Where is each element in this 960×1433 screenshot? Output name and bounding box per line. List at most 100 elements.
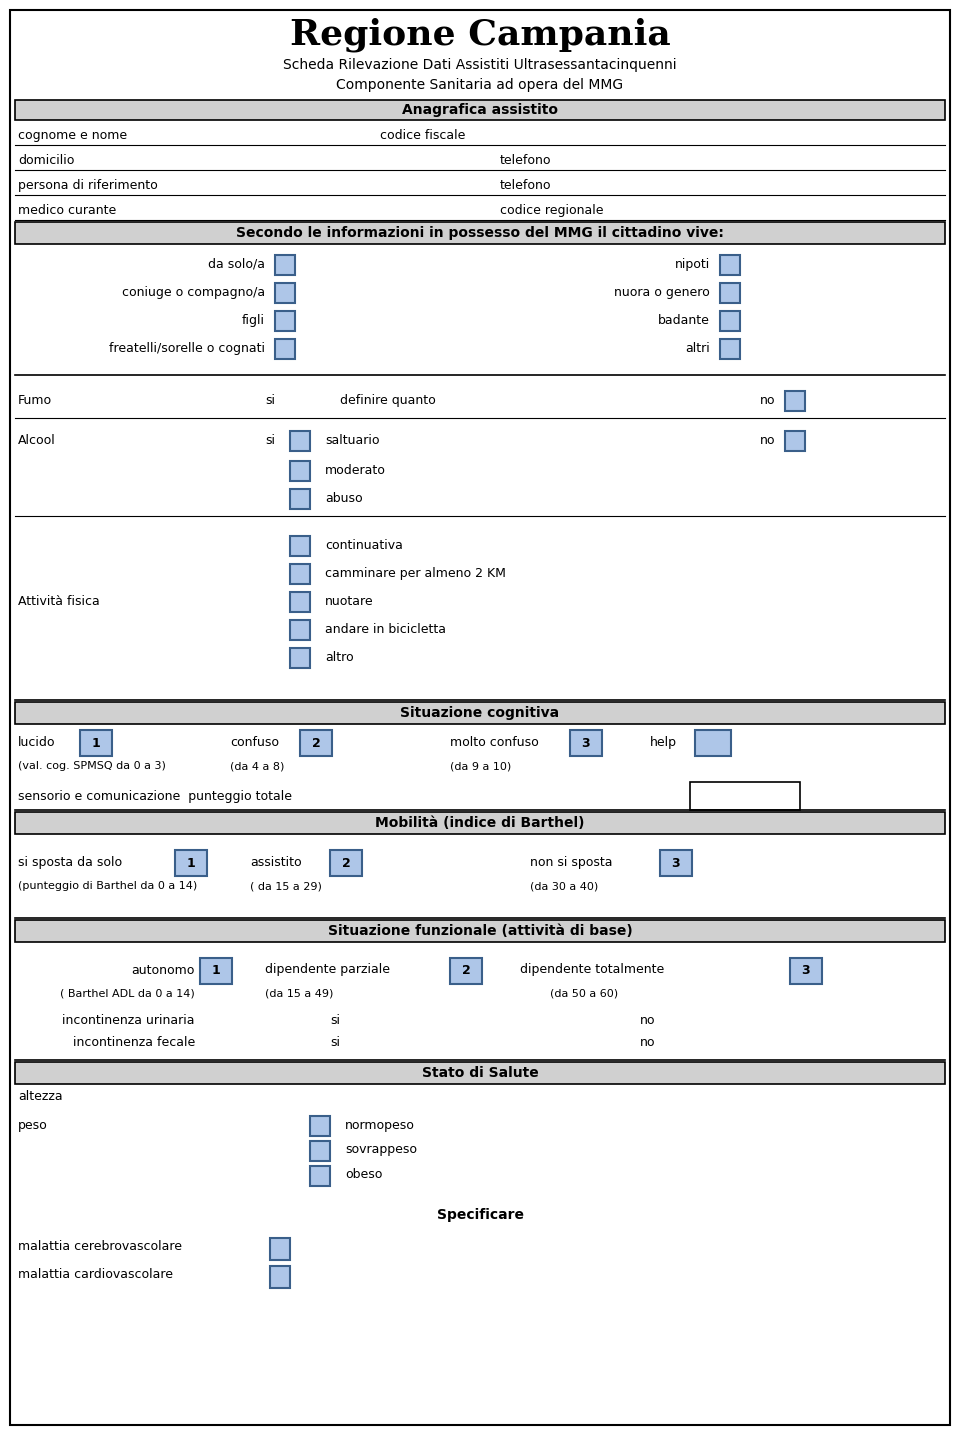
Text: altro: altro	[325, 651, 353, 663]
Text: persona di riferimento: persona di riferimento	[18, 179, 157, 192]
Bar	[15, 813, 945, 834]
Text: Regione Campania: Regione Campania	[290, 17, 670, 52]
Text: 3: 3	[672, 857, 681, 870]
Text: dipendente parziale: dipendente parziale	[265, 963, 390, 976]
Text: sensorio e comunicazione  punteggio totale: sensorio e comunicazione punteggio total…	[18, 790, 292, 802]
Text: 3: 3	[802, 964, 810, 977]
Text: si: si	[265, 394, 275, 407]
Text: 1: 1	[211, 964, 221, 977]
Text: ( da 15 a 29): ( da 15 a 29)	[250, 881, 322, 891]
Text: continuativa: continuativa	[325, 539, 403, 552]
Text: (da 30 a 40): (da 30 a 40)	[530, 881, 598, 891]
Bar	[310, 1166, 330, 1187]
Bar	[720, 311, 740, 331]
Text: no: no	[640, 1013, 656, 1026]
Text: molto confuso: molto confuso	[450, 735, 539, 748]
Bar	[200, 959, 232, 984]
Text: telefono: telefono	[500, 153, 551, 166]
Text: (da 15 a 49): (da 15 a 49)	[265, 989, 333, 999]
Text: no: no	[760, 434, 776, 447]
Bar	[275, 255, 295, 275]
Text: figli: figli	[242, 314, 265, 327]
Bar	[720, 282, 740, 302]
Text: sovrappeso: sovrappeso	[345, 1144, 417, 1156]
Text: no: no	[760, 394, 776, 407]
Bar	[290, 565, 310, 585]
Text: Stato di Salute: Stato di Salute	[421, 1066, 539, 1080]
Text: saltuario: saltuario	[325, 434, 379, 447]
Bar	[80, 729, 112, 757]
Text: Alcool: Alcool	[18, 434, 56, 447]
Text: normopeso: normopeso	[345, 1119, 415, 1132]
Text: Anagrafica assistito: Anagrafica assistito	[402, 103, 558, 118]
Text: incontinenza urinaria: incontinenza urinaria	[62, 1013, 195, 1026]
Text: nuotare: nuotare	[325, 595, 373, 608]
Text: si: si	[330, 1036, 340, 1049]
Text: Secondo le informazioni in possesso del MMG il cittadino vive:: Secondo le informazioni in possesso del …	[236, 226, 724, 239]
Bar	[175, 850, 207, 876]
Text: malattia cerebrovascolare: malattia cerebrovascolare	[18, 1241, 182, 1254]
Text: Specificare: Specificare	[437, 1208, 523, 1222]
Bar	[290, 620, 310, 641]
Text: autonomo: autonomo	[132, 963, 195, 976]
Bar	[275, 340, 295, 360]
Text: obeso: obeso	[345, 1168, 382, 1181]
Bar	[290, 648, 310, 668]
Bar	[785, 391, 805, 411]
Text: (da 4 a 8): (da 4 a 8)	[230, 761, 284, 771]
Text: help: help	[650, 735, 677, 748]
Bar	[290, 461, 310, 481]
Text: 2: 2	[462, 964, 470, 977]
Bar	[15, 920, 945, 941]
Text: coniuge o compagno/a: coniuge o compagno/a	[122, 285, 265, 298]
Text: nuora o genero: nuora o genero	[614, 285, 710, 298]
Text: peso: peso	[18, 1119, 48, 1132]
Text: Fumo: Fumo	[18, 394, 52, 407]
Text: si: si	[330, 1013, 340, 1026]
Bar	[15, 100, 945, 120]
Bar	[270, 1265, 290, 1288]
Text: 2: 2	[342, 857, 350, 870]
Text: confuso: confuso	[230, 735, 279, 748]
Text: Attività fisica: Attività fisica	[18, 595, 100, 608]
Text: badante: badante	[659, 314, 710, 327]
Text: no: no	[640, 1036, 656, 1049]
Bar	[330, 850, 362, 876]
Bar	[290, 536, 310, 556]
Bar	[290, 592, 310, 612]
Text: andare in bicicletta: andare in bicicletta	[325, 622, 446, 635]
Bar	[15, 222, 945, 244]
Text: malattia cardiovascolare: malattia cardiovascolare	[18, 1268, 173, 1281]
Bar	[310, 1141, 330, 1161]
Text: codice regionale: codice regionale	[500, 203, 604, 216]
Text: 1: 1	[186, 857, 196, 870]
Bar	[720, 255, 740, 275]
Text: camminare per almeno 2 KM: camminare per almeno 2 KM	[325, 566, 506, 579]
Bar	[695, 729, 731, 757]
Text: (val. cog. SPMSQ da 0 a 3): (val. cog. SPMSQ da 0 a 3)	[18, 761, 166, 771]
Text: cognome e nome: cognome e nome	[18, 129, 127, 142]
Text: (punteggio di Barthel da 0 a 14): (punteggio di Barthel da 0 a 14)	[18, 881, 197, 891]
Text: nipoti: nipoti	[675, 258, 710, 271]
Text: medico curante: medico curante	[18, 203, 116, 216]
Bar	[660, 850, 692, 876]
Text: altezza: altezza	[18, 1091, 62, 1103]
Text: si sposta da solo: si sposta da solo	[18, 856, 122, 868]
Text: abuso: abuso	[325, 492, 363, 504]
Text: ( Barthel ADL da 0 a 14): ( Barthel ADL da 0 a 14)	[60, 989, 195, 999]
Text: Situazione cognitiva: Situazione cognitiva	[400, 706, 560, 719]
Bar	[720, 340, 740, 360]
Text: incontinenza fecale: incontinenza fecale	[73, 1036, 195, 1049]
Text: lucido: lucido	[18, 735, 56, 748]
Bar	[570, 729, 602, 757]
Bar	[275, 282, 295, 302]
Text: freatelli/sorelle o cognati: freatelli/sorelle o cognati	[109, 341, 265, 354]
Bar	[270, 1238, 290, 1260]
Text: dipendente totalmente: dipendente totalmente	[520, 963, 664, 976]
Text: da solo/a: da solo/a	[208, 258, 265, 271]
Bar	[690, 782, 800, 810]
Bar	[290, 431, 310, 451]
Text: (da 50 a 60): (da 50 a 60)	[550, 989, 618, 999]
Text: Situazione funzionale (attività di base): Situazione funzionale (attività di base)	[327, 924, 633, 939]
Text: 3: 3	[582, 737, 590, 749]
